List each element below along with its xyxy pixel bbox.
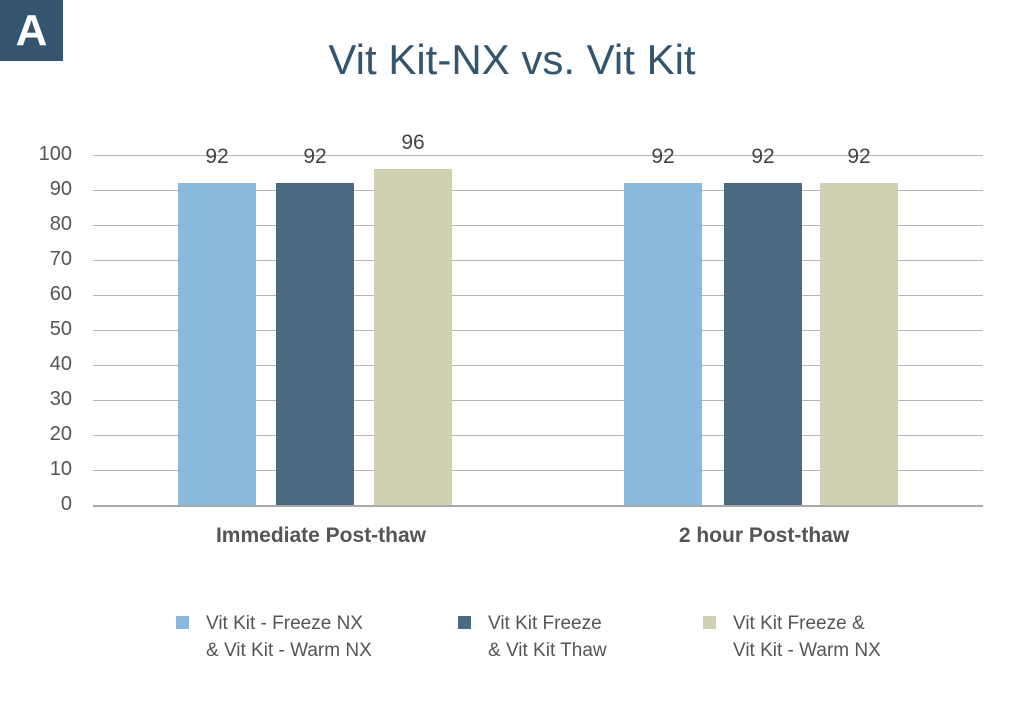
gridline <box>93 330 983 331</box>
legend-label: Vit Kit - Freeze NX & Vit Kit - Warm NX <box>206 613 372 661</box>
bar <box>374 169 452 505</box>
y-tick-label: 90 <box>49 178 72 200</box>
chart-title: Vit Kit-NX vs. Vit Kit <box>328 36 696 83</box>
gridline <box>93 190 983 191</box>
bar-value-label: 92 <box>651 145 675 168</box>
bar <box>178 183 256 505</box>
bar-value-label: 92 <box>303 145 327 168</box>
gridline <box>93 295 983 296</box>
legend-swatch-icon <box>458 616 471 629</box>
y-tick-label: 60 <box>49 283 72 305</box>
gridline <box>93 435 983 436</box>
gridline <box>93 470 983 471</box>
x-category-label: Immediate Post-thaw <box>215 524 427 547</box>
y-tick-label: 20 <box>49 423 72 445</box>
y-tick-label: 70 <box>49 248 72 270</box>
y-tick-label: 0 <box>60 493 72 515</box>
bar <box>820 183 898 505</box>
y-tick-label: 100 <box>38 143 72 165</box>
legend-item: Vit Kit Freeze & Vit Kit Thaw <box>458 610 607 664</box>
legend-swatch-icon <box>176 616 189 629</box>
gridline <box>93 365 983 366</box>
gridline <box>93 225 983 226</box>
y-tick-label: 50 <box>49 318 72 340</box>
y-tick-label: 80 <box>49 213 72 235</box>
x-category-label: 2 hour Post-thaw <box>678 524 850 547</box>
legend-item: Vit Kit - Freeze NX & Vit Kit - Warm NX <box>176 610 372 664</box>
legend-label: Vit Kit Freeze & Vit Kit Thaw <box>488 613 607 661</box>
bar-value-label: 92 <box>751 145 775 168</box>
y-tick-label: 40 <box>49 353 72 375</box>
bar-value-label: 92 <box>205 145 229 168</box>
bar <box>276 183 354 505</box>
panel-label: A <box>0 0 63 61</box>
x-axis-line <box>93 505 983 507</box>
bar-value-label: 96 <box>401 131 425 154</box>
gridline <box>93 155 983 156</box>
bar-value-label: 92 <box>847 145 871 168</box>
legend-item: Vit Kit Freeze & Vit Kit - Warm NX <box>703 610 881 664</box>
legend-swatch-icon <box>703 616 716 629</box>
gridline <box>93 260 983 261</box>
bar <box>624 183 702 505</box>
legend-label: Vit Kit Freeze & Vit Kit - Warm NX <box>733 613 881 661</box>
y-tick-label: 10 <box>49 458 72 480</box>
gridline <box>93 400 983 401</box>
y-tick-label: 30 <box>49 388 72 410</box>
bar <box>724 183 802 505</box>
